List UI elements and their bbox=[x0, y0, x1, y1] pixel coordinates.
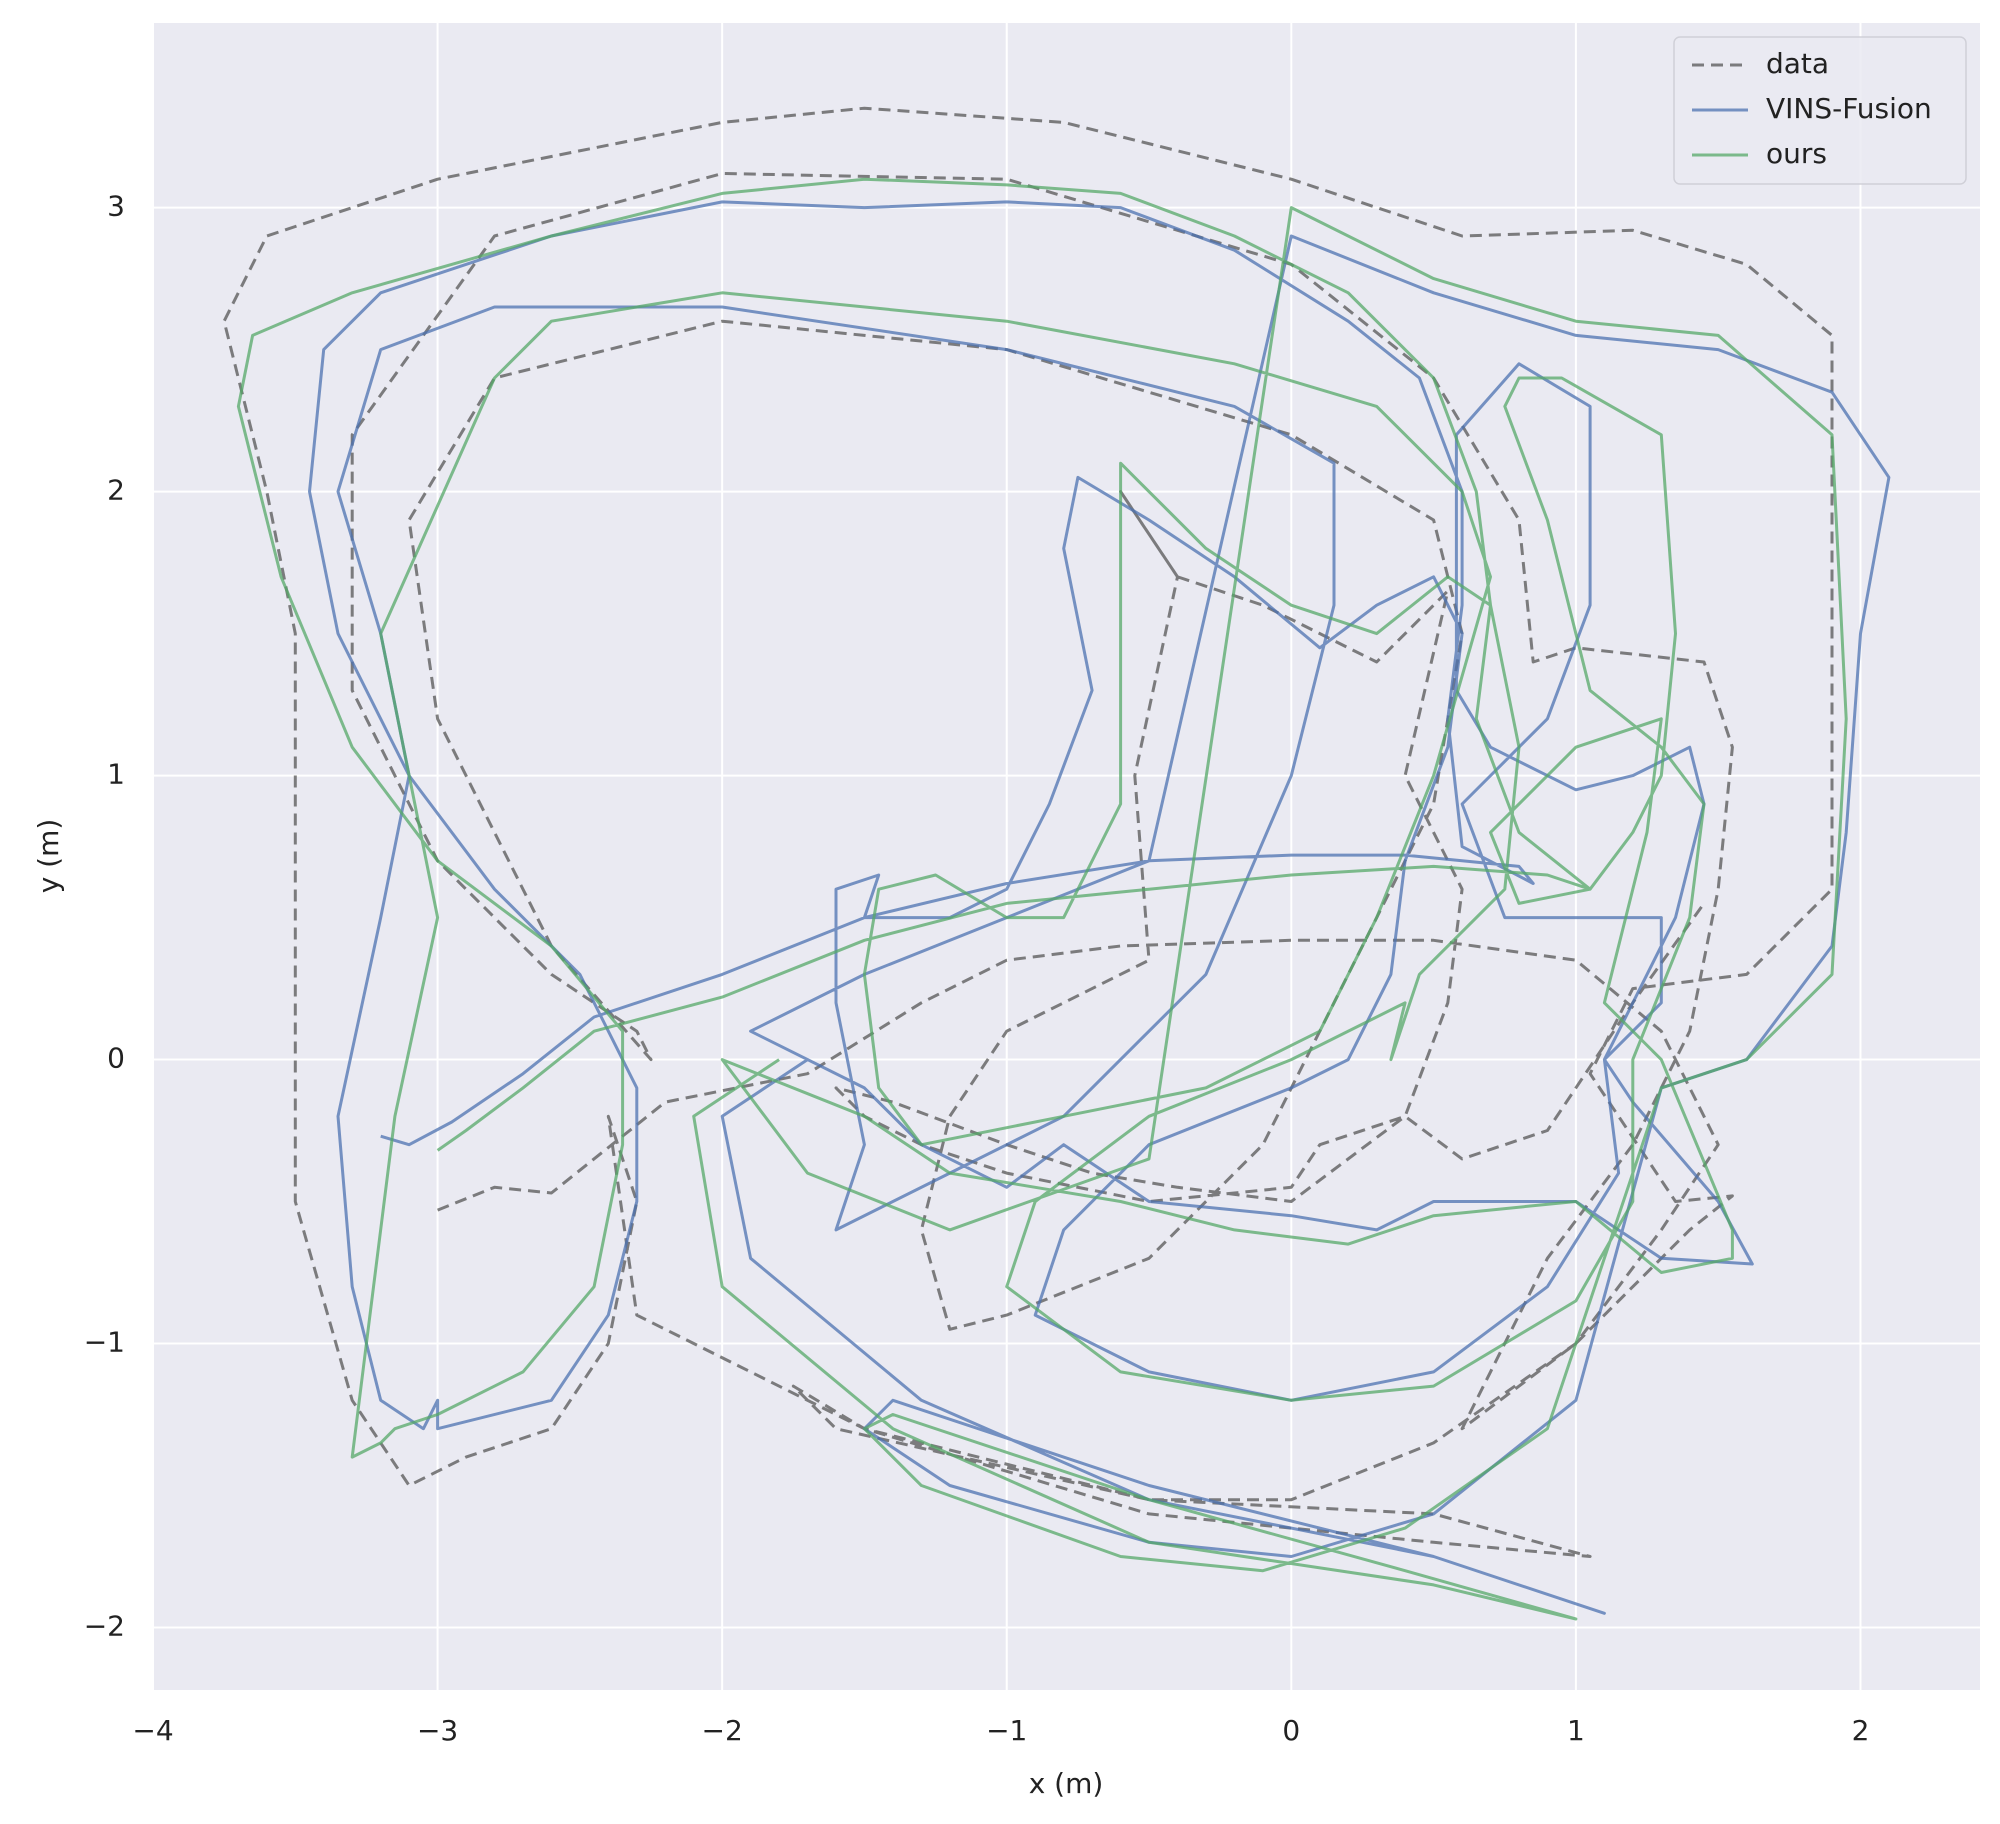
trajectory-line bbox=[222, 106, 1834, 1558]
trajectory-line bbox=[236, 177, 1848, 1621]
x-tick-label: −3 bbox=[417, 1714, 458, 1747]
x-tick-label: 0 bbox=[1282, 1714, 1300, 1747]
legend-box bbox=[1673, 36, 1967, 185]
y-tick-label: 1 bbox=[107, 758, 125, 791]
legend-label: data bbox=[1766, 47, 1829, 80]
x-axis-label: x (m) bbox=[1029, 1767, 1104, 1800]
x-tick-label: −4 bbox=[132, 1714, 173, 1747]
plot-area bbox=[153, 23, 1980, 1690]
y-tick-label: 3 bbox=[107, 190, 125, 223]
legend-label: VINS-Fusion bbox=[1766, 92, 1932, 125]
trajectory-line bbox=[308, 200, 1891, 1615]
y-tick-label: 2 bbox=[107, 474, 125, 507]
x-tick-label: −1 bbox=[986, 1714, 1027, 1747]
x-tick-label: 2 bbox=[1852, 1714, 1870, 1747]
x-tick-label: 1 bbox=[1567, 1714, 1585, 1747]
legend-label: ours bbox=[1766, 137, 1827, 170]
y-axis-label: y (m) bbox=[32, 819, 65, 894]
y-tick-label: 0 bbox=[107, 1042, 125, 1075]
x-tick-label: −2 bbox=[702, 1714, 743, 1747]
y-tick-label: −2 bbox=[84, 1610, 125, 1643]
y-tick-label: −1 bbox=[84, 1326, 125, 1359]
